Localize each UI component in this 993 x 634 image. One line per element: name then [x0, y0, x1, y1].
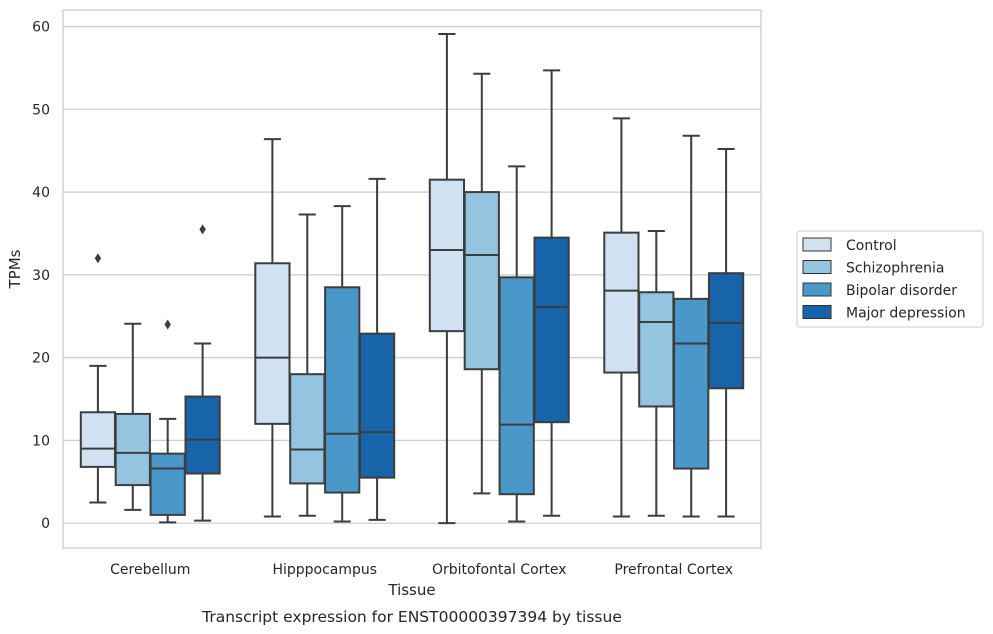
- y-tick-label: 50: [32, 102, 50, 118]
- legend-swatch: [802, 305, 832, 319]
- x-tick-label: Prefrontal Cortex: [614, 562, 733, 578]
- y-tick-label: 30: [32, 268, 50, 284]
- box-group: [638, 229, 675, 517]
- box-iqr: [184, 395, 221, 475]
- outlier-point: [94, 253, 102, 264]
- y-axis-title: TPMs: [6, 249, 24, 289]
- box-iqr: [533, 236, 570, 424]
- y-tick-label: 60: [32, 20, 50, 36]
- x-tick-label: Cerebellum: [110, 562, 190, 578]
- box-iqr: [463, 191, 500, 371]
- legend-frame: [796, 230, 984, 328]
- box-iqr: [149, 452, 186, 516]
- box-group: [254, 138, 291, 518]
- legend-swatch: [802, 282, 832, 297]
- box-group: [498, 165, 535, 523]
- box-iqr: [79, 411, 117, 468]
- box-iqr: [707, 272, 745, 390]
- box-group: [114, 322, 151, 511]
- box-group: [533, 69, 570, 517]
- box-group: [184, 224, 221, 522]
- y-tick-label: 40: [32, 185, 50, 201]
- x-tick-labels: Cerebellum Hipppocampus Orbitofontal Corte…: [110, 562, 733, 578]
- box-group: [79, 253, 117, 504]
- outlier-point: [199, 224, 206, 235]
- box-iqr: [603, 231, 640, 374]
- box-iqr: [324, 286, 361, 494]
- legend-swatch: [802, 260, 832, 274]
- plot-area-frame: [62, 9, 762, 549]
- box-iqr: [638, 291, 675, 408]
- y-tick-label: 10: [32, 433, 50, 449]
- box-iqr: [428, 178, 466, 333]
- box-group: [324, 205, 361, 523]
- x-tick-label: Hipppocampus: [272, 562, 377, 578]
- box-iqr: [358, 332, 396, 479]
- legend-label: Major depression: [846, 306, 966, 322]
- grid-lines: [63, 25, 761, 524]
- x-tick-label: Orbitofontal Cortex: [432, 562, 567, 578]
- box-group: [428, 33, 466, 525]
- outlier-point: [164, 319, 171, 330]
- y-tick-labels: 0 10 20 30 40 50 60: [32, 20, 50, 533]
- legend-label: Schizophrenia: [846, 261, 944, 277]
- y-tick-label: 0: [41, 516, 50, 532]
- box-group: [149, 319, 186, 524]
- box-group: [673, 134, 710, 518]
- box-iqr: [289, 373, 326, 485]
- box-iqr: [254, 262, 291, 425]
- box-iqr: [673, 297, 710, 470]
- box-iqr: [498, 276, 535, 496]
- box-group: [463, 72, 500, 495]
- y-tick-label: 20: [32, 351, 50, 367]
- x-axis-title: Tissue: [387, 581, 435, 599]
- legend-label: Bipolar disorder: [846, 283, 957, 299]
- box-group: [707, 148, 745, 518]
- box-group: [289, 213, 326, 517]
- box-iqr: [114, 412, 151, 487]
- legend: Control Schizophrenia Bipolar disorder Majo…: [796, 230, 984, 328]
- chart-caption: Transcript expression for ENST0000039739…: [201, 608, 622, 626]
- box-group: [603, 117, 640, 518]
- box-group: [358, 177, 396, 521]
- boxes: [79, 33, 745, 525]
- legend-label: Control: [846, 238, 897, 254]
- legend-swatch: [802, 237, 832, 252]
